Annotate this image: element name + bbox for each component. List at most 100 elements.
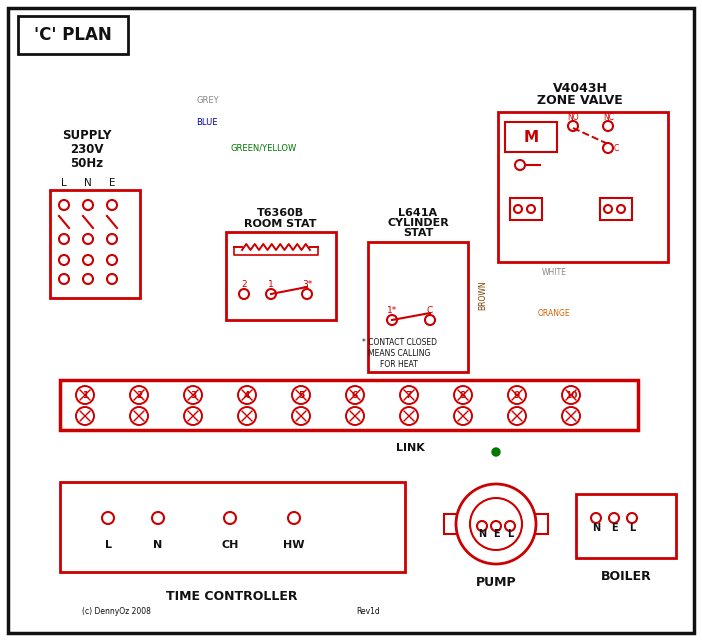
Circle shape (59, 200, 69, 210)
Text: 'C' PLAN: 'C' PLAN (34, 26, 112, 44)
Circle shape (491, 521, 501, 531)
Text: C: C (427, 306, 433, 315)
Circle shape (102, 512, 114, 524)
Circle shape (508, 386, 526, 404)
Circle shape (387, 315, 397, 325)
Text: 10: 10 (565, 390, 577, 399)
Circle shape (454, 407, 472, 425)
Circle shape (591, 513, 601, 523)
Text: FOR HEAT: FOR HEAT (380, 360, 418, 369)
Circle shape (239, 289, 249, 299)
Circle shape (59, 255, 69, 265)
Circle shape (515, 160, 525, 170)
Circle shape (59, 274, 69, 284)
Circle shape (346, 386, 364, 404)
Text: E: E (109, 178, 115, 188)
Circle shape (224, 512, 236, 524)
Circle shape (107, 274, 117, 284)
FancyBboxPatch shape (534, 514, 548, 534)
Text: E: E (493, 529, 499, 539)
FancyBboxPatch shape (60, 380, 638, 430)
Text: 2: 2 (241, 279, 247, 288)
Text: NO: NO (567, 113, 579, 122)
Text: STAT: STAT (403, 228, 433, 238)
FancyBboxPatch shape (60, 482, 405, 572)
Text: 4: 4 (244, 390, 250, 399)
Text: L: L (105, 540, 112, 550)
Text: 1: 1 (268, 279, 274, 288)
Text: N: N (153, 540, 163, 550)
Text: 9: 9 (514, 390, 520, 399)
Text: ORANGE: ORANGE (538, 309, 571, 318)
Text: GREEN/YELLOW: GREEN/YELLOW (230, 143, 296, 152)
Circle shape (456, 484, 536, 564)
Text: T6360B: T6360B (256, 208, 303, 218)
FancyBboxPatch shape (444, 514, 458, 534)
Circle shape (288, 512, 300, 524)
Text: * CONTACT CLOSED: * CONTACT CLOSED (362, 338, 437, 347)
Circle shape (454, 386, 472, 404)
Text: L: L (629, 523, 635, 533)
Text: N: N (84, 178, 92, 188)
Text: Rev1d: Rev1d (356, 608, 380, 617)
Text: 2: 2 (136, 390, 142, 399)
Text: 7: 7 (406, 390, 412, 399)
Text: 5: 5 (298, 390, 304, 399)
Circle shape (527, 205, 535, 213)
FancyBboxPatch shape (368, 242, 468, 372)
Circle shape (617, 205, 625, 213)
Text: PUMP: PUMP (476, 576, 516, 588)
Circle shape (627, 513, 637, 523)
Circle shape (609, 513, 619, 523)
Circle shape (76, 407, 94, 425)
Circle shape (83, 234, 93, 244)
Text: ROOM STAT: ROOM STAT (244, 219, 316, 229)
Circle shape (83, 200, 93, 210)
Circle shape (130, 386, 148, 404)
FancyBboxPatch shape (226, 232, 336, 320)
Circle shape (184, 407, 202, 425)
Text: C: C (614, 144, 619, 153)
Circle shape (477, 521, 487, 531)
Text: BOILER: BOILER (601, 570, 651, 583)
Text: 8: 8 (460, 390, 466, 399)
Circle shape (425, 315, 435, 325)
Circle shape (400, 386, 418, 404)
FancyBboxPatch shape (505, 122, 557, 152)
Circle shape (266, 289, 276, 299)
Text: M: M (524, 129, 538, 144)
Circle shape (604, 205, 612, 213)
Circle shape (514, 205, 522, 213)
Circle shape (562, 407, 580, 425)
Text: V4043H: V4043H (552, 81, 607, 94)
Text: 6: 6 (352, 390, 358, 399)
Text: L: L (507, 529, 513, 539)
Circle shape (292, 386, 310, 404)
Text: 230V: 230V (70, 142, 104, 156)
Circle shape (76, 386, 94, 404)
Text: 1*: 1* (387, 306, 397, 315)
Circle shape (302, 289, 312, 299)
Text: HW: HW (283, 540, 305, 550)
Circle shape (83, 274, 93, 284)
Circle shape (107, 200, 117, 210)
Text: BROWN: BROWN (478, 280, 487, 310)
FancyBboxPatch shape (498, 112, 668, 262)
Text: ZONE VALVE: ZONE VALVE (537, 94, 623, 106)
Circle shape (568, 121, 578, 131)
Text: 50Hz: 50Hz (70, 156, 104, 169)
Text: E: E (611, 523, 617, 533)
Circle shape (107, 255, 117, 265)
Text: CH: CH (221, 540, 239, 550)
Circle shape (603, 121, 613, 131)
Circle shape (400, 407, 418, 425)
Circle shape (603, 143, 613, 153)
Circle shape (346, 407, 364, 425)
Text: 3*: 3* (302, 279, 312, 288)
FancyBboxPatch shape (600, 198, 632, 220)
FancyBboxPatch shape (8, 8, 694, 633)
Circle shape (508, 407, 526, 425)
Circle shape (130, 407, 148, 425)
Circle shape (184, 386, 202, 404)
Text: N: N (478, 529, 486, 539)
